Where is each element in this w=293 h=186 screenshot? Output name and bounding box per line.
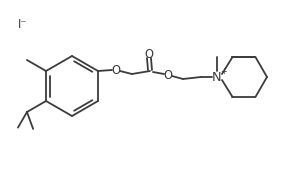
Text: +: + xyxy=(221,67,227,76)
Text: I⁻: I⁻ xyxy=(18,18,28,31)
Text: O: O xyxy=(144,47,154,60)
Text: O: O xyxy=(163,68,173,81)
Text: O: O xyxy=(111,63,120,76)
Text: N: N xyxy=(212,70,222,84)
